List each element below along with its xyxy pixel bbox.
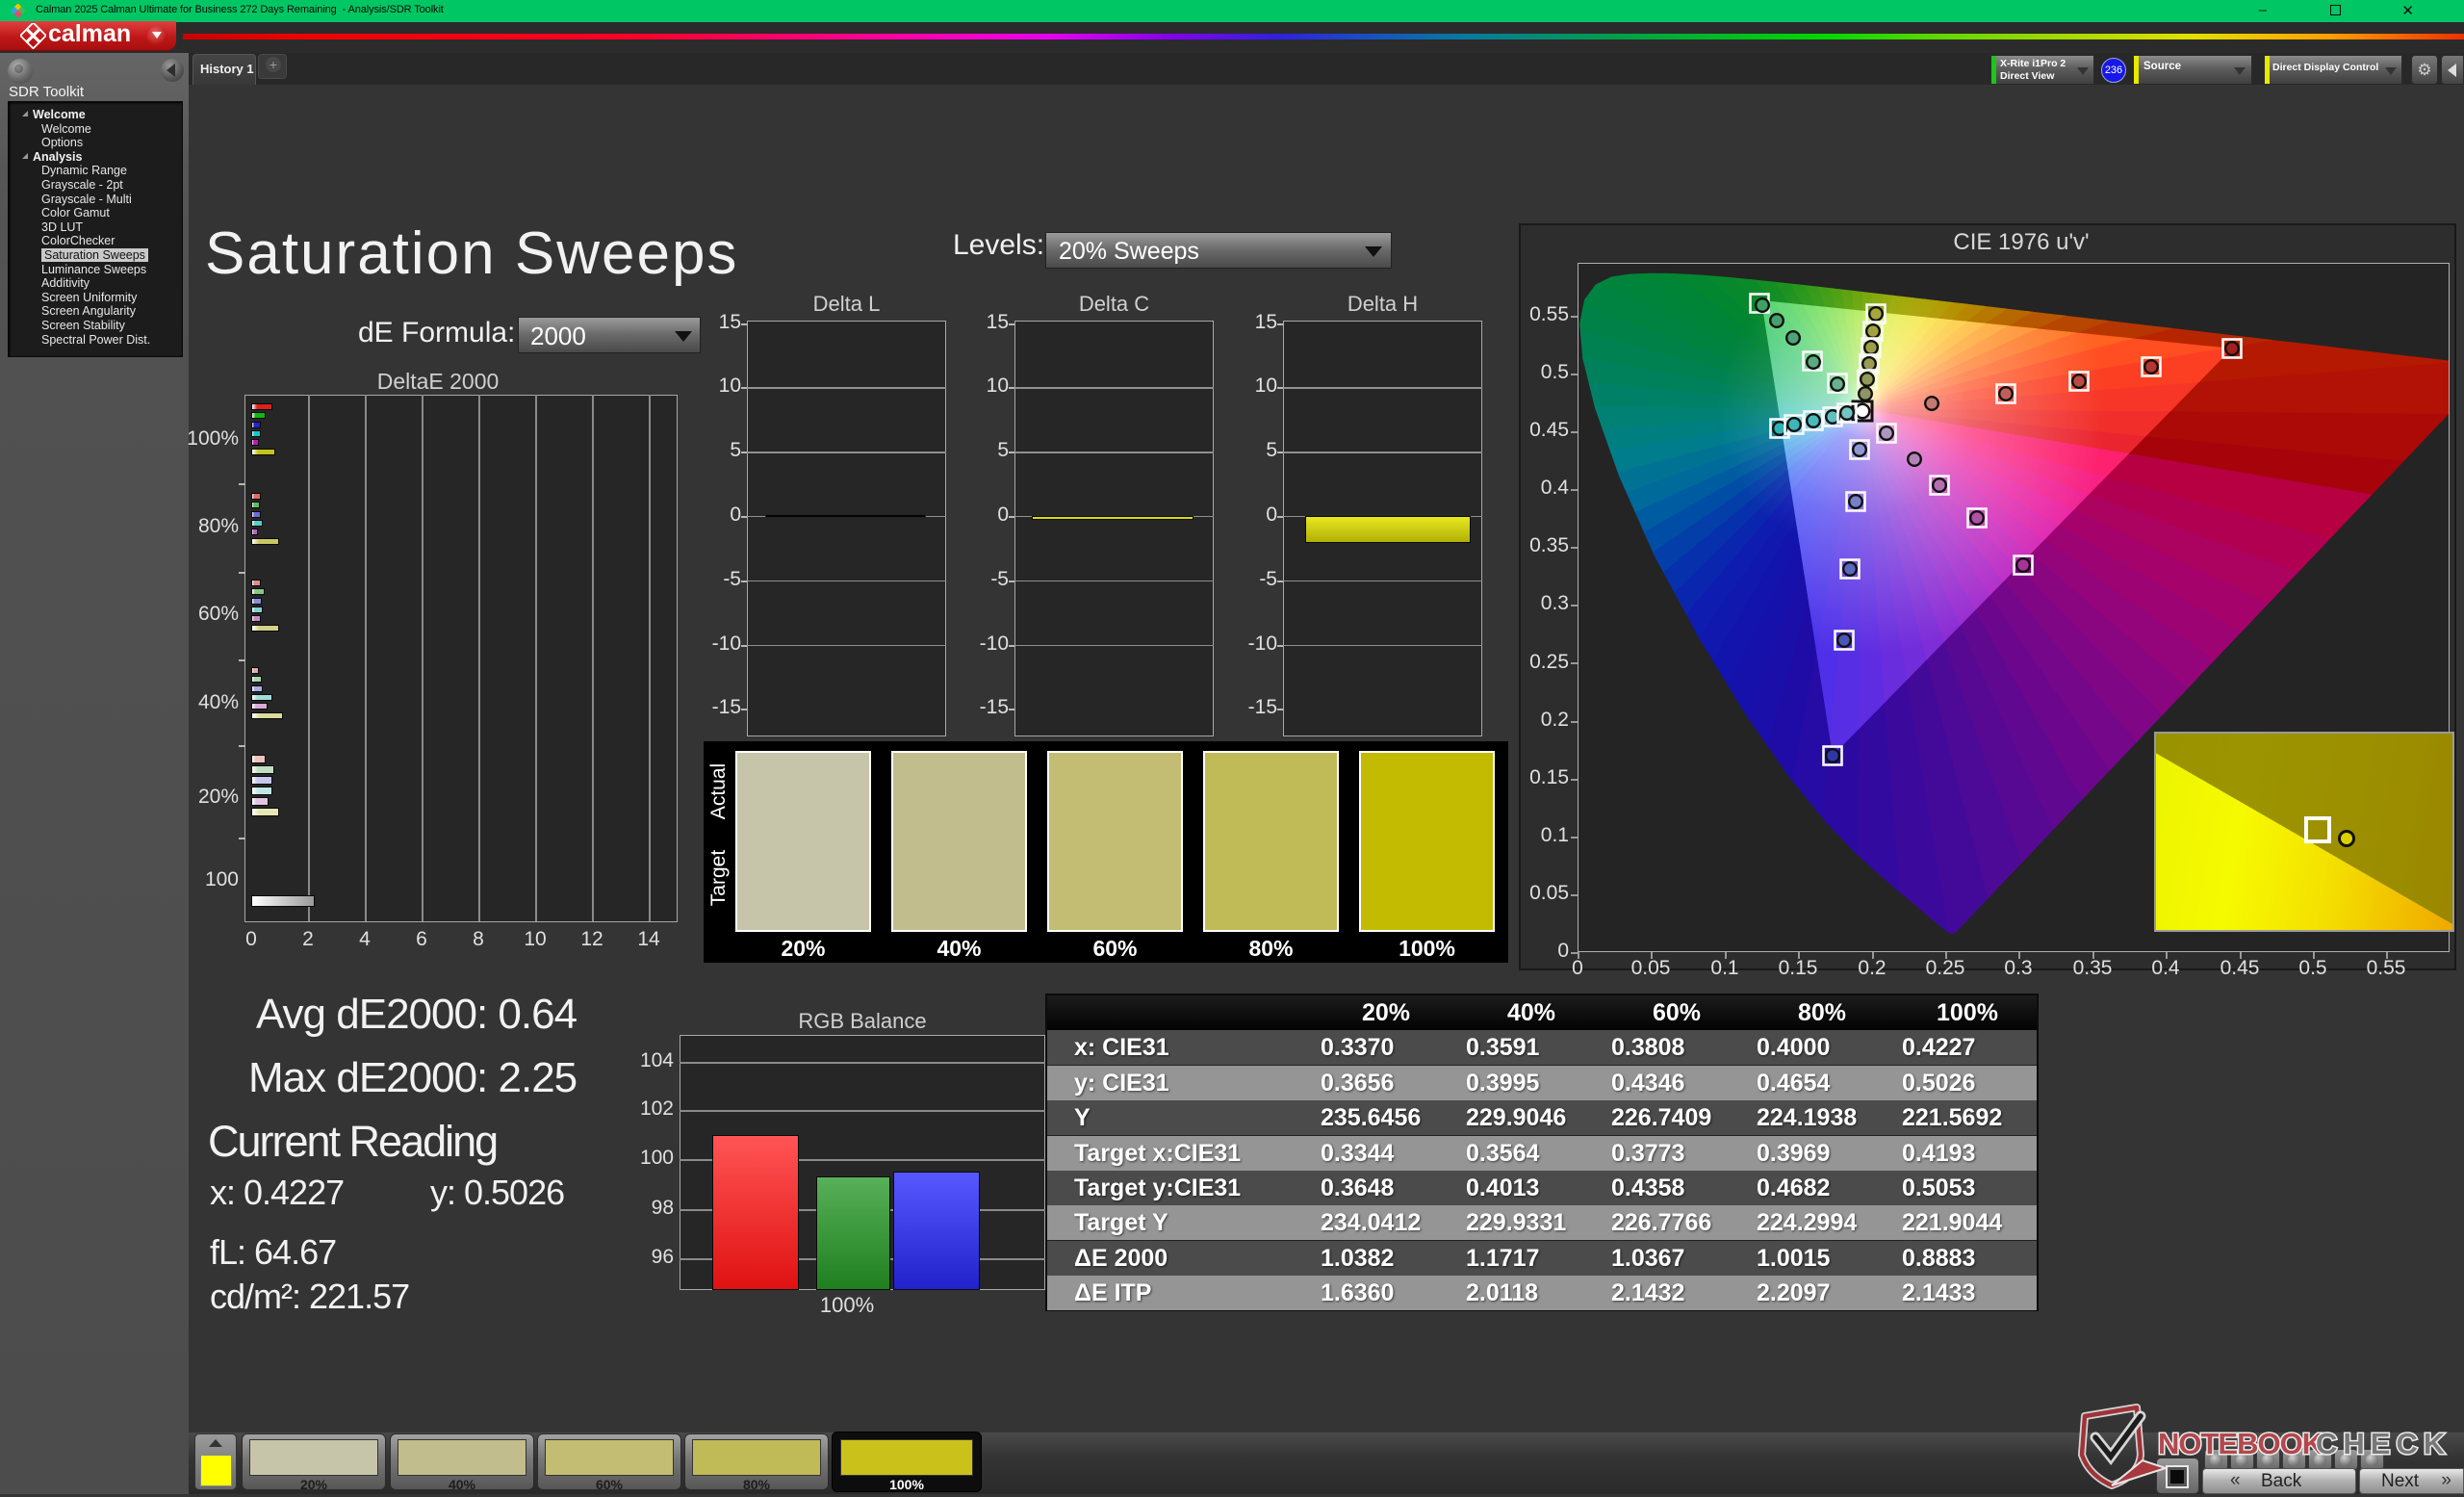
svg-text:NOTEBOOK: NOTEBOOK [2158,1427,2324,1460]
svg-text:CHECK: CHECK [2316,1427,2451,1460]
